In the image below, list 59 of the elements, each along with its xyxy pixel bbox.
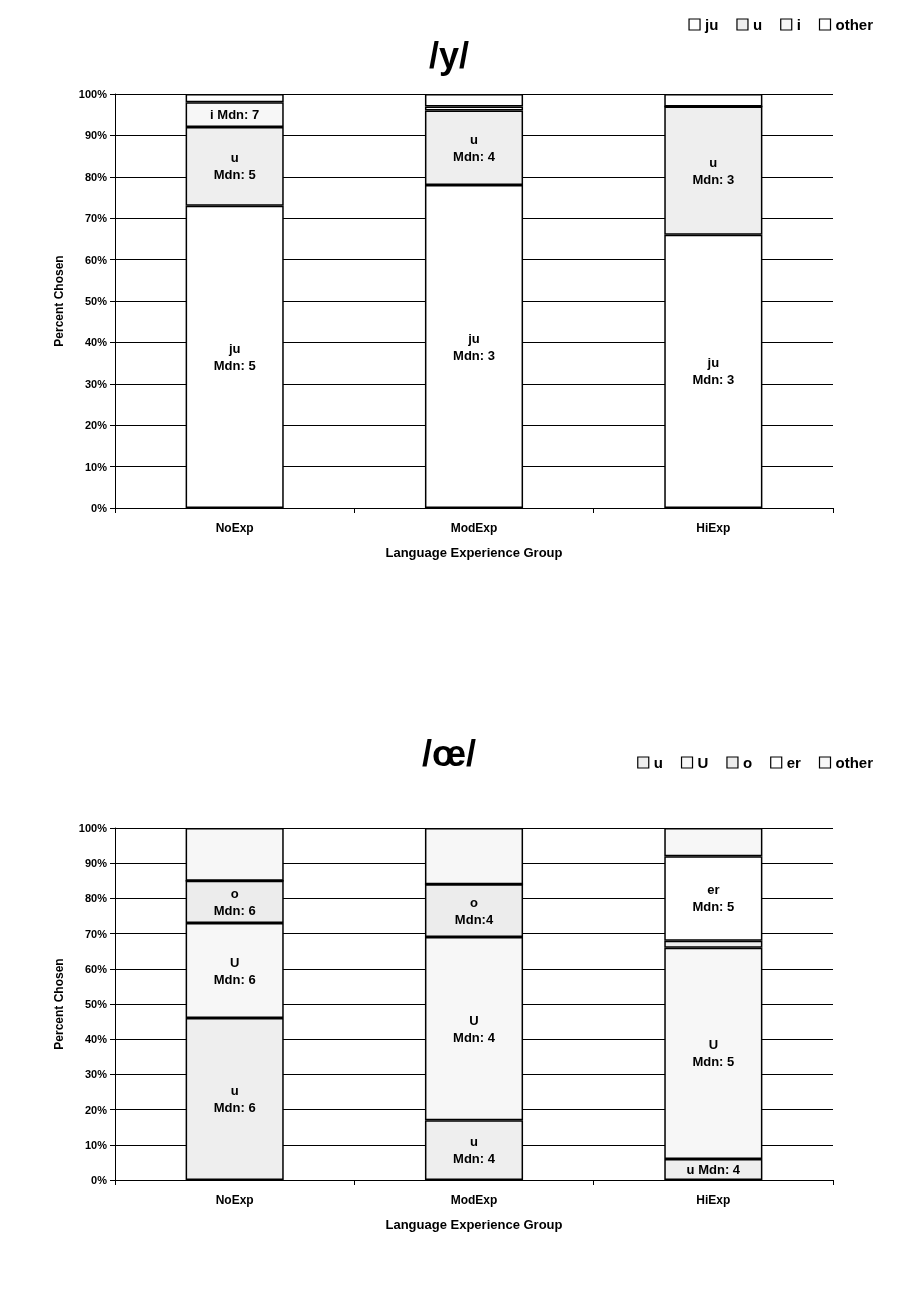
annotation: u Mdn: 5	[213, 150, 256, 183]
x-tick-label: HiExp	[696, 1193, 731, 1207]
y-tick-label: 0%	[91, 502, 108, 514]
annotation: o Mdn: 6	[213, 885, 256, 918]
annotation: u Mdn: 3	[692, 154, 735, 187]
legend-label: er	[786, 754, 802, 771]
y-tick-label: 80%	[84, 170, 108, 183]
y-axis-title: Percent Chosen	[52, 255, 66, 347]
legend-label: other	[835, 754, 874, 771]
annotation: i Mdn: 7	[210, 107, 260, 123]
x-tick-label: NoExp	[215, 1193, 254, 1207]
annotation: er Mdn: 5	[692, 882, 735, 915]
y-tick-label: 60%	[84, 253, 108, 266]
legend-label: ju	[704, 16, 719, 33]
y-tick-label: 40%	[84, 336, 108, 349]
y-tick-label: 30%	[84, 1068, 108, 1081]
annotation: ju Mdn: 3	[453, 330, 495, 363]
y-tick-label: 40%	[84, 1033, 108, 1046]
y-tick-label: 80%	[84, 892, 108, 905]
chart-title: /œ/	[422, 732, 476, 774]
legend-label: i	[796, 16, 801, 33]
y-tick-label: 10%	[84, 460, 108, 473]
x-tick-label: ModExp	[450, 521, 498, 535]
x-tick-label: NoExp	[215, 521, 254, 535]
annotation: U Mdn: 4	[453, 1012, 496, 1045]
annotation: o Mdn:4	[454, 894, 494, 927]
y-tick-label: 30%	[84, 377, 108, 390]
annotation: ju Mdn: 5	[213, 340, 256, 373]
legend-label: u	[752, 16, 763, 33]
annotation: u Mdn: 6	[213, 1083, 256, 1116]
annotation: U Mdn: 5	[692, 1037, 735, 1070]
annotation: u Mdn: 4	[686, 1161, 741, 1177]
annotation: u Mdn: 4	[453, 1134, 496, 1167]
y-tick-label: 50%	[84, 295, 108, 307]
legend-label: other	[835, 16, 874, 33]
y-tick-label: 70%	[84, 212, 108, 225]
chart-title: /y/	[428, 34, 470, 76]
x-axis-title: Language Experience Group	[385, 545, 563, 560]
y-tick-label: 20%	[84, 1103, 108, 1116]
y-tick-label: 20%	[84, 419, 108, 432]
y-tick-label: 60%	[84, 962, 108, 975]
y-tick-label: 90%	[84, 857, 108, 870]
legend-label: U	[697, 754, 709, 771]
y-tick-label: 90%	[84, 129, 108, 142]
y-tick-label: 100%	[78, 822, 108, 834]
y-tick-label: 100%	[78, 88, 108, 100]
y-tick-label: 0%	[91, 1174, 108, 1186]
y-tick-label: 70%	[84, 927, 108, 940]
y-tick-label: 10%	[84, 1138, 108, 1151]
legend-label: u	[653, 754, 663, 771]
x-tick-label: ModExp	[450, 1193, 498, 1207]
annotation: u Mdn: 4	[453, 131, 496, 164]
x-axis-title: Language Experience Group	[385, 1217, 563, 1232]
legend-label: o	[742, 754, 753, 771]
y-axis-title: Percent Chosen	[52, 958, 66, 1050]
x-tick-label: HiExp	[696, 521, 731, 535]
annotation: ju Mdn: 3	[692, 355, 735, 388]
y-tick-label: 50%	[84, 998, 108, 1010]
annotation: U Mdn: 6	[213, 954, 256, 987]
